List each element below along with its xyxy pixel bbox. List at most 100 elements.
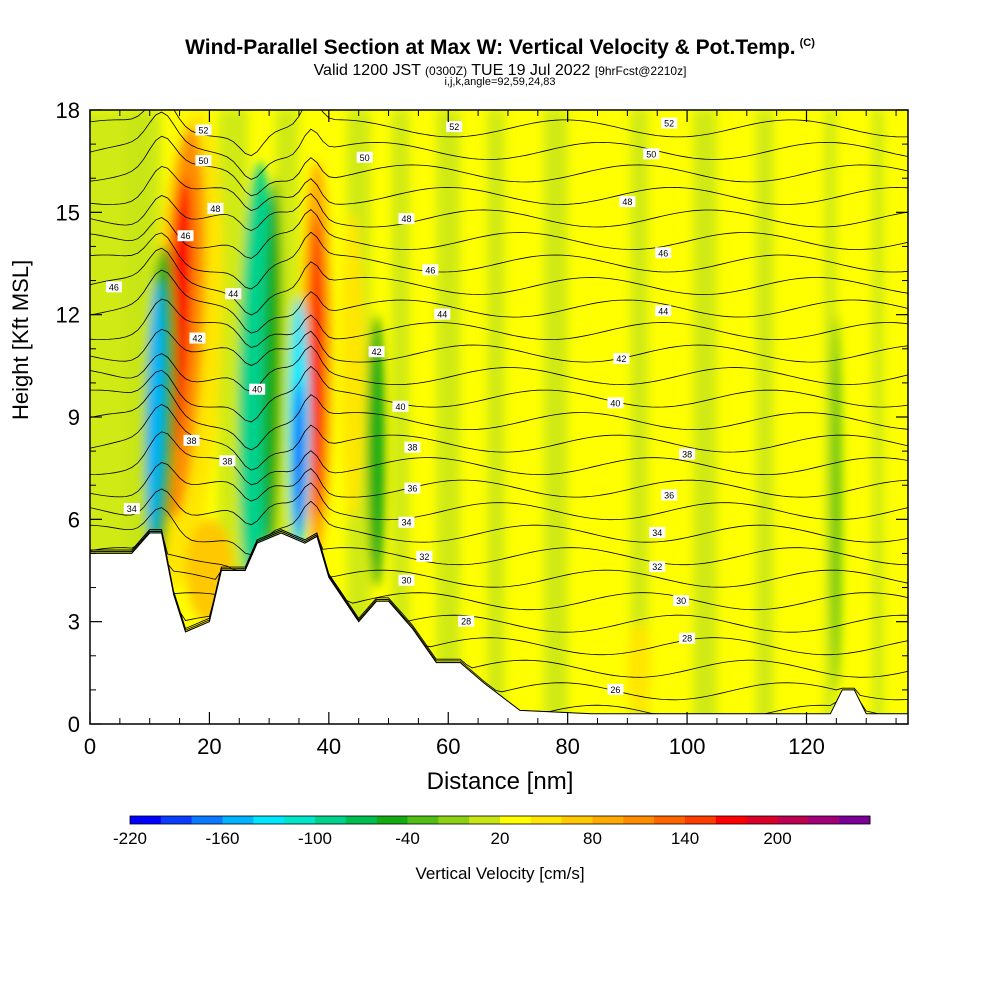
contour-label-text: 38 [186,436,196,446]
y-tick-label: 0 [68,712,80,737]
contour-label: 50 [356,151,373,163]
contour-label: 32 [416,550,433,562]
contour-label-box [356,151,373,163]
chart-title: Wind-Parallel Section at Max W: Vertical… [185,36,815,59]
contour-label: 42 [613,353,630,365]
theta-contour [90,135,908,197]
contour-label-text: 30 [401,576,411,586]
contour-label-box [613,353,630,365]
contour-label-box [195,155,212,167]
theta-contour [90,529,908,611]
contour-label: 40 [607,397,624,409]
contour-label: 30 [398,574,415,586]
contour-label-text: 32 [419,552,429,562]
contour-label: 46 [422,264,439,276]
theta-contour [90,193,908,232]
theta-contour [90,384,908,451]
theta-contour [90,231,908,290]
contour-label-box [607,397,624,409]
y-tick-label: 18 [56,98,80,123]
colorbar-swatch [561,816,593,824]
section-params: i,j,k,angle=92,59,24,83 [444,76,556,88]
contour-label-box [398,213,415,225]
contour-label-text: 42 [616,354,626,364]
contour-label: 40 [249,383,266,395]
contour-label: 28 [458,615,475,627]
contour-label-text: 48 [210,204,220,214]
downdraft-4 [831,314,842,690]
y-tick-label: 6 [68,507,80,532]
contour-label-text: 46 [109,282,119,292]
contour-label: 52 [195,124,212,136]
colorbar-swatch [222,816,254,824]
contour-label-text: 44 [658,306,668,316]
contour-label: 48 [398,213,415,225]
colorbar-swatch [746,816,778,824]
contour-label-text: 46 [181,231,191,241]
contour-label: 48 [619,196,636,208]
contour-label: 26 [607,683,624,695]
colorbar-swatch [253,816,285,824]
contour-label-box [679,632,696,644]
downdraft-band-2 [262,178,282,571]
contour-label: 42 [189,332,206,344]
contour-label: 34 [649,526,666,538]
colorbar-tick-label: -160 [205,829,239,848]
colorbar-swatch [777,816,809,824]
x-tick-label: 100 [669,734,706,759]
contour-label: 38 [183,434,200,446]
weak-downdraft-band [693,110,717,724]
contour-label-box [649,526,666,538]
colorbar-swatch [191,816,223,824]
y-tick-label: 9 [68,405,80,430]
contour-label: 34 [123,503,140,515]
colorbar-swatch [530,816,563,824]
contour-label-text: 46 [425,265,435,275]
theta-contour [90,110,908,157]
contour-label-text: 36 [664,490,674,500]
weak-downdraft-band [630,110,649,724]
contour-label-text: 50 [198,156,208,166]
contour-label: 50 [643,148,660,160]
contour-label-text: 42 [372,347,382,357]
contour-label-box [607,683,624,695]
contour-label-text: 40 [395,402,405,412]
theta-contour [90,482,908,526]
colorbar-swatch [715,816,748,824]
y-tick-label: 12 [56,303,80,328]
theta-contour [90,111,908,180]
valid-time: Valid 1200 JST (0300Z) TUE 19 Jul 2022 [… [313,62,687,79]
contour-label-text: 34 [401,518,411,528]
contour-label-box [416,550,433,562]
theta-contour [90,530,908,633]
contour-label: 32 [649,561,666,573]
contour-label-text: 30 [676,596,686,606]
contour-label-box [422,264,439,276]
contour-label: 50 [195,155,212,167]
colorbar-swatch [160,816,193,824]
contour-label-box [189,332,206,344]
contour-label-text: 28 [682,634,692,644]
colorbar-tick-label: -100 [298,829,332,848]
theta-contour [90,345,908,392]
contour-label-text: 50 [360,153,370,163]
contour-label-box [661,489,678,501]
contour-label-box [661,117,678,129]
theta-contour [90,208,908,259]
y-tick-label: 15 [56,200,80,225]
contour-label-text: 48 [401,214,411,224]
contour-label-box [643,148,660,160]
weak-downdraft-band [487,110,505,724]
theta-contour [90,298,908,348]
weak-downdraft-band [824,110,837,724]
contour-label-box [655,305,672,317]
contour-label-box [183,434,200,446]
theta-contour [90,165,908,211]
contour-label: 42 [368,346,385,358]
contour-label-box [177,230,194,242]
contour-label: 38 [404,441,421,453]
colorbar-swatch [315,816,347,824]
colorbar-swatch [469,816,501,824]
contour-label-text: 34 [127,504,137,514]
contour-label: 38 [219,455,236,467]
